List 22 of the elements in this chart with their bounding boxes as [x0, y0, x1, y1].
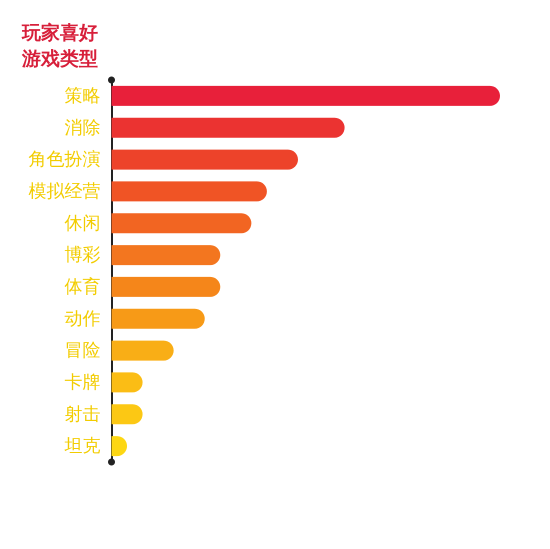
- bar: [112, 150, 298, 170]
- y-tick-label: 动作: [64, 308, 100, 330]
- y-tick-label: 策略: [64, 85, 100, 106]
- y-tick-label: 休闲: [64, 212, 100, 234]
- y-tick-label: 消除: [64, 117, 100, 138]
- y-tick-label: 博彩: [64, 244, 100, 266]
- y-tick-label: 模拟经营: [28, 180, 100, 202]
- bar: [112, 86, 500, 106]
- bar: [112, 245, 220, 266]
- y-tick-label: 体育: [64, 276, 100, 298]
- y-tick-label: 卡牌: [64, 372, 100, 393]
- bar: [112, 213, 252, 234]
- bar: [112, 308, 205, 329]
- chart-title: 玩家喜好游戏类型: [21, 22, 98, 70]
- y-tick-label: 冒险: [64, 340, 100, 362]
- y-tick-label: 射击: [64, 404, 100, 425]
- y-tick-label: 坦克: [64, 436, 100, 457]
- y-tick-label: 角色扮演: [28, 149, 100, 170]
- bar: [112, 181, 267, 202]
- bar: [112, 118, 345, 138]
- bar: [112, 340, 174, 361]
- bar: [112, 276, 220, 297]
